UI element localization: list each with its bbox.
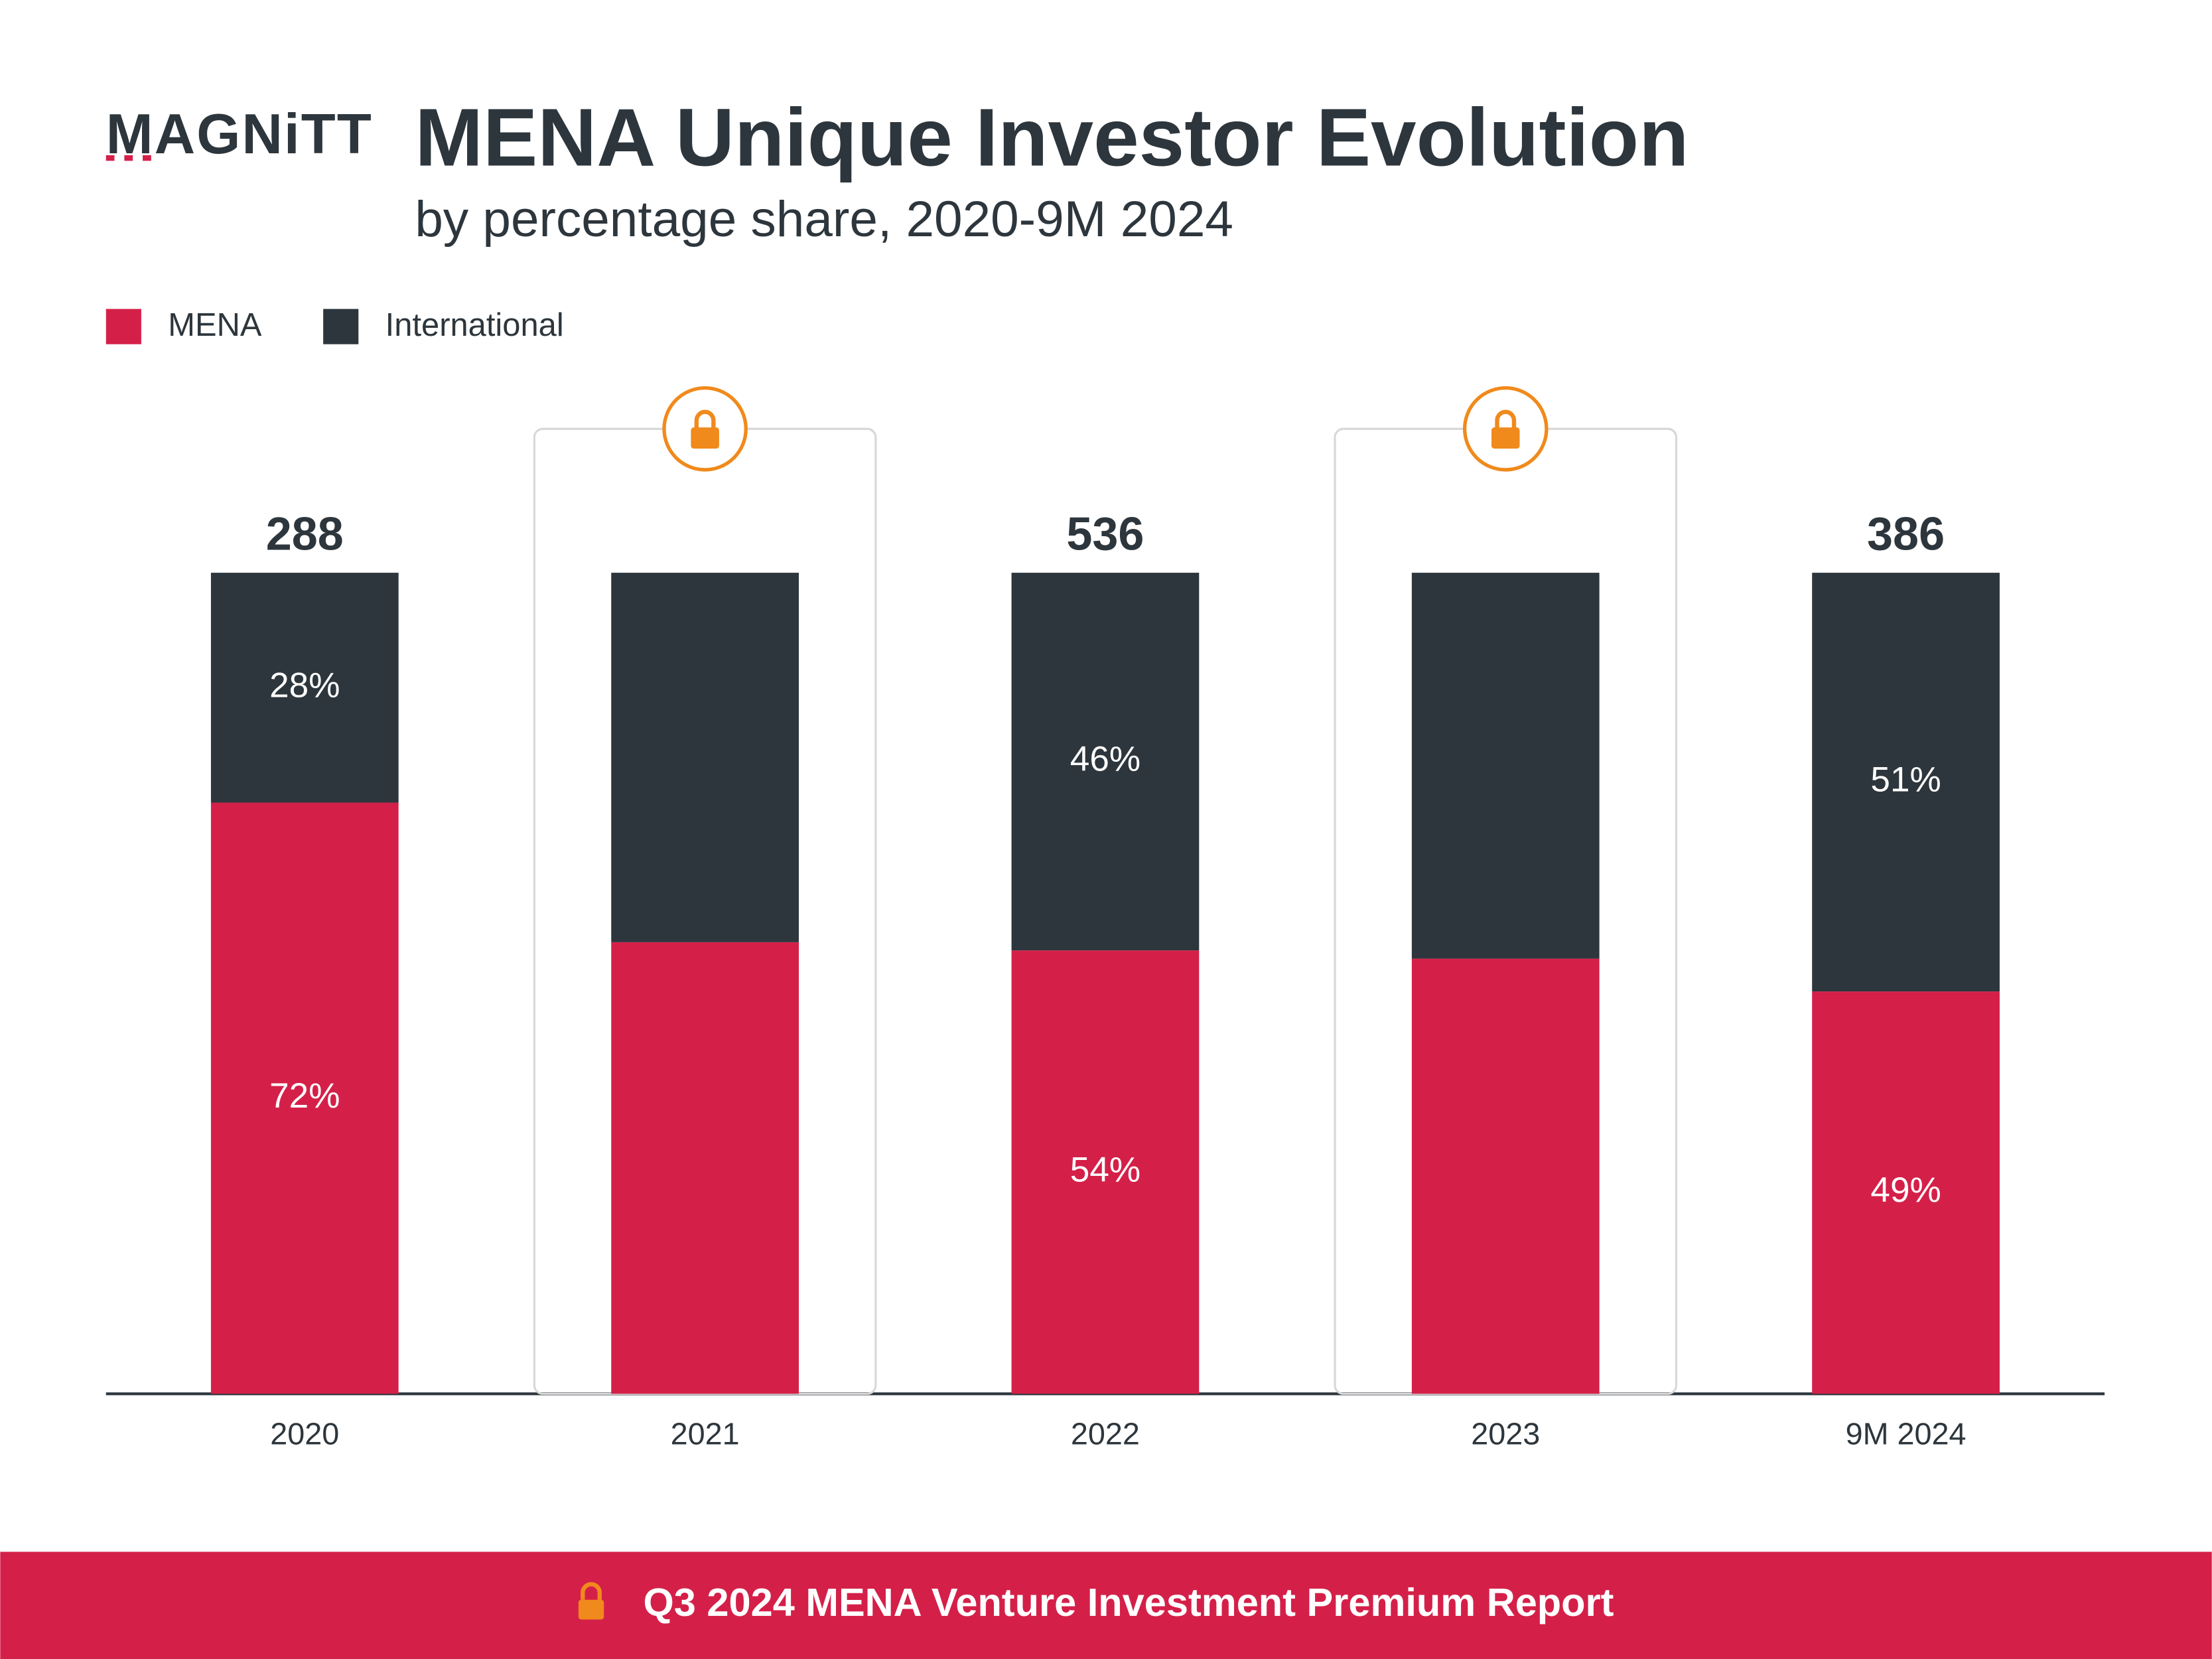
total-label: 536 — [1066, 507, 1144, 559]
x-tick-label: 2021 — [671, 1416, 740, 1451]
legend-swatch — [105, 309, 141, 344]
footer-text: Q3 2024 MENA Venture Investment Premium … — [644, 1580, 1614, 1624]
bar-segment — [611, 573, 799, 942]
x-tick-label: 9M 2024 — [1846, 1416, 1967, 1451]
lock-icon — [694, 409, 716, 429]
x-tick-label: 2022 — [1071, 1416, 1140, 1451]
bar-segment — [1812, 573, 2000, 992]
bar-segment — [210, 573, 399, 803]
value-label: 54% — [1070, 1150, 1141, 1189]
bar-segment — [210, 802, 399, 1394]
value-label: 51% — [1870, 760, 1941, 800]
lock-icon — [1491, 427, 1520, 449]
bar-segment — [1011, 573, 1200, 951]
x-tick-label: 2020 — [270, 1416, 339, 1451]
bar-segment — [611, 942, 799, 1394]
bar-segment — [1011, 950, 1200, 1394]
chart-title: MENA Unique Investor Evolution — [415, 92, 1689, 183]
logo-accent — [105, 155, 115, 161]
chart-subtitle: by percentage share, 2020-9M 2024 — [415, 191, 1233, 248]
footer-bar — [0, 1551, 2212, 1659]
value-label: 28% — [269, 666, 340, 705]
bar-segment — [1411, 573, 1600, 959]
logo-accent — [124, 155, 133, 161]
logo-accent — [143, 155, 151, 161]
legend-swatch — [323, 309, 359, 344]
lock-icon — [691, 427, 719, 449]
value-label: 49% — [1870, 1171, 1941, 1210]
bar-segment — [1812, 991, 2000, 1394]
x-tick-label: 2023 — [1471, 1416, 1540, 1451]
bar-segment — [1411, 958, 1600, 1394]
legend-label: International — [385, 307, 564, 343]
lock-icon — [1495, 409, 1517, 429]
value-label: 72% — [269, 1076, 340, 1116]
total-label: 288 — [266, 507, 344, 559]
legend-label: MENA — [168, 307, 262, 343]
value-label: 46% — [1070, 740, 1141, 779]
footer-lock-icon — [578, 1582, 604, 1620]
total-label: 386 — [1867, 507, 1945, 559]
